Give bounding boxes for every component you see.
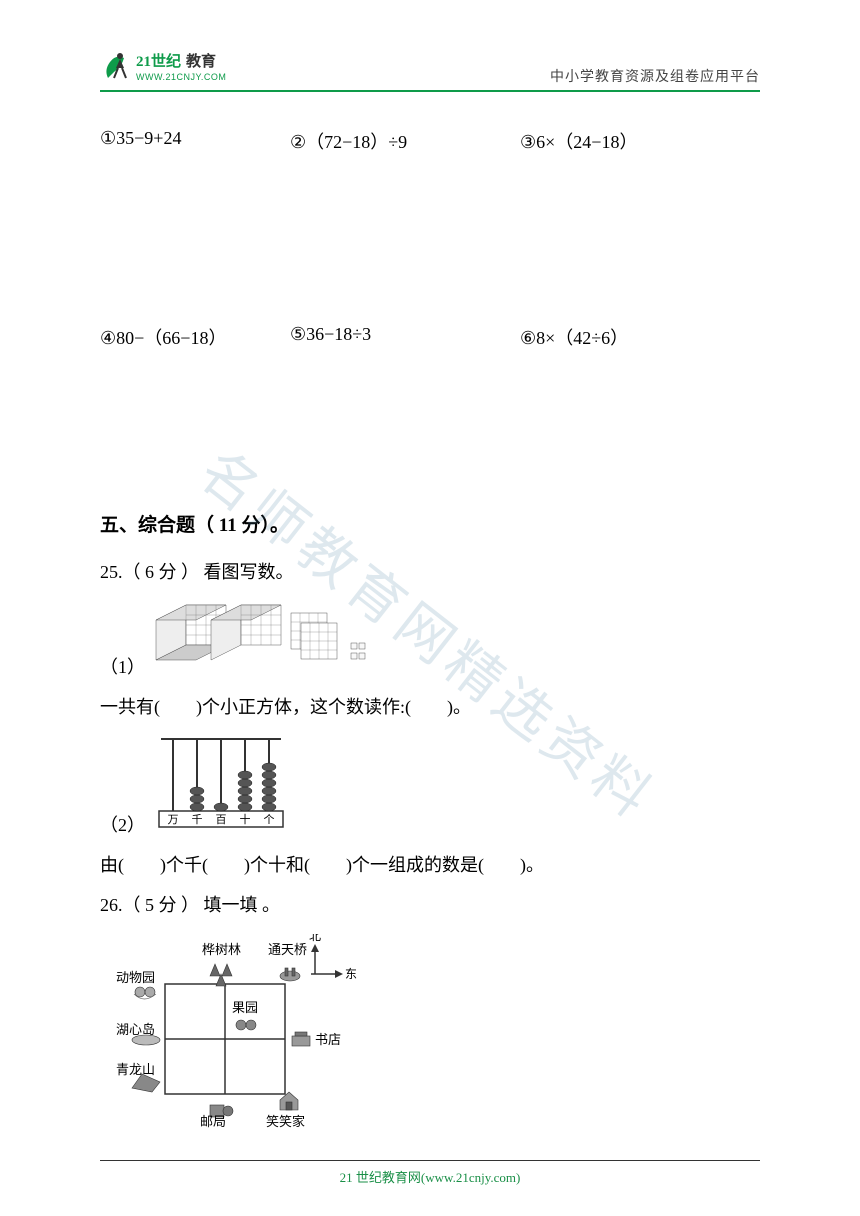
map-left-mid: 湖心岛 <box>116 1022 155 1037</box>
map-image: 北 东 桦树林 通天桥 <box>100 928 760 1139</box>
q25-stem: 25.（ 6 分 ） 看图写数。 <box>100 555 760 589</box>
map-top-right: 通天桥 <box>268 942 307 957</box>
equation-row-1: ①35−9+24 ②（72−18）÷9 ③6×（24−18） <box>100 128 760 154</box>
compass-e: 东 <box>345 967 357 981</box>
map-center: 果园 <box>232 1000 258 1015</box>
header-right-text: 中小学教育资源及组卷应用平台 <box>550 66 760 86</box>
map-right-mid: 书店 <box>315 1032 341 1047</box>
equation-4: ④80−（66−18） <box>100 324 290 350</box>
map-bottom-right: 笑笑家 <box>266 1114 305 1129</box>
q25-sub1-text: 一共有( )个小正方体，这个数读作:( )。 <box>100 690 760 724</box>
logo-svg: 21世纪 教育 WWW.21CNJY.COM <box>100 48 250 86</box>
equation-3: ③6×（24−18） <box>520 128 710 154</box>
page-header: 21世纪 教育 WWW.21CNJY.COM 中小学教育资源及组卷应用平台 <box>100 48 760 92</box>
abacus-image: 万 千 百 十个 <box>151 731 291 842</box>
q25-sub2-prefix: （2） <box>100 808 145 842</box>
logo-text-main: 21世纪 <box>136 52 181 70</box>
q25-sub1-row: （1） <box>100 595 760 684</box>
q26-stem: 26.（ 5 分 ） 填一填 。 <box>100 888 760 922</box>
map-left-top: 动物园 <box>116 970 155 985</box>
map-left-bottom: 青龙山 <box>116 1062 155 1077</box>
q25-sub1-prefix: （1） <box>100 650 145 684</box>
map-bottom-mid: 邮局 <box>200 1114 226 1129</box>
page-footer: 21 世纪教育网(www.21cnjy.com) <box>100 1160 760 1186</box>
svg-text:个: 个 <box>264 813 275 826</box>
q25-sub2-row: （2） 万 千 百 十个 <box>100 731 760 842</box>
logo: 21世纪 教育 WWW.21CNJY.COM <box>100 48 250 86</box>
svg-text:千: 千 <box>192 813 203 826</box>
svg-text:WWW.21CNJY.COM: WWW.21CNJY.COM <box>136 72 226 82</box>
svg-text:十: 十 <box>240 812 251 826</box>
q25-sub2-text: 由( )个千( )个十和( )个一组成的数是( )。 <box>100 848 760 882</box>
section-5-title: 五、综合题（ 11 分）。 <box>100 510 760 537</box>
equation-5: ⑤36−18÷3 <box>290 324 520 350</box>
equation-2: ②（72−18）÷9 <box>290 128 520 154</box>
compass-n: 北 <box>309 934 321 943</box>
svg-text:万: 万 <box>168 814 179 826</box>
equation-1: ①35−9+24 <box>100 128 290 154</box>
equation-6: ⑥8×（42÷6） <box>520 324 710 350</box>
map-top-mid: 桦树林 <box>202 942 241 957</box>
svg-text:教育: 教育 <box>185 52 216 70</box>
svg-text:百: 百 <box>216 814 227 826</box>
equation-row-2: ④80−（66−18） ⑤36−18÷3 ⑥8×（42÷6） <box>100 324 760 350</box>
cubes-image <box>151 595 381 684</box>
